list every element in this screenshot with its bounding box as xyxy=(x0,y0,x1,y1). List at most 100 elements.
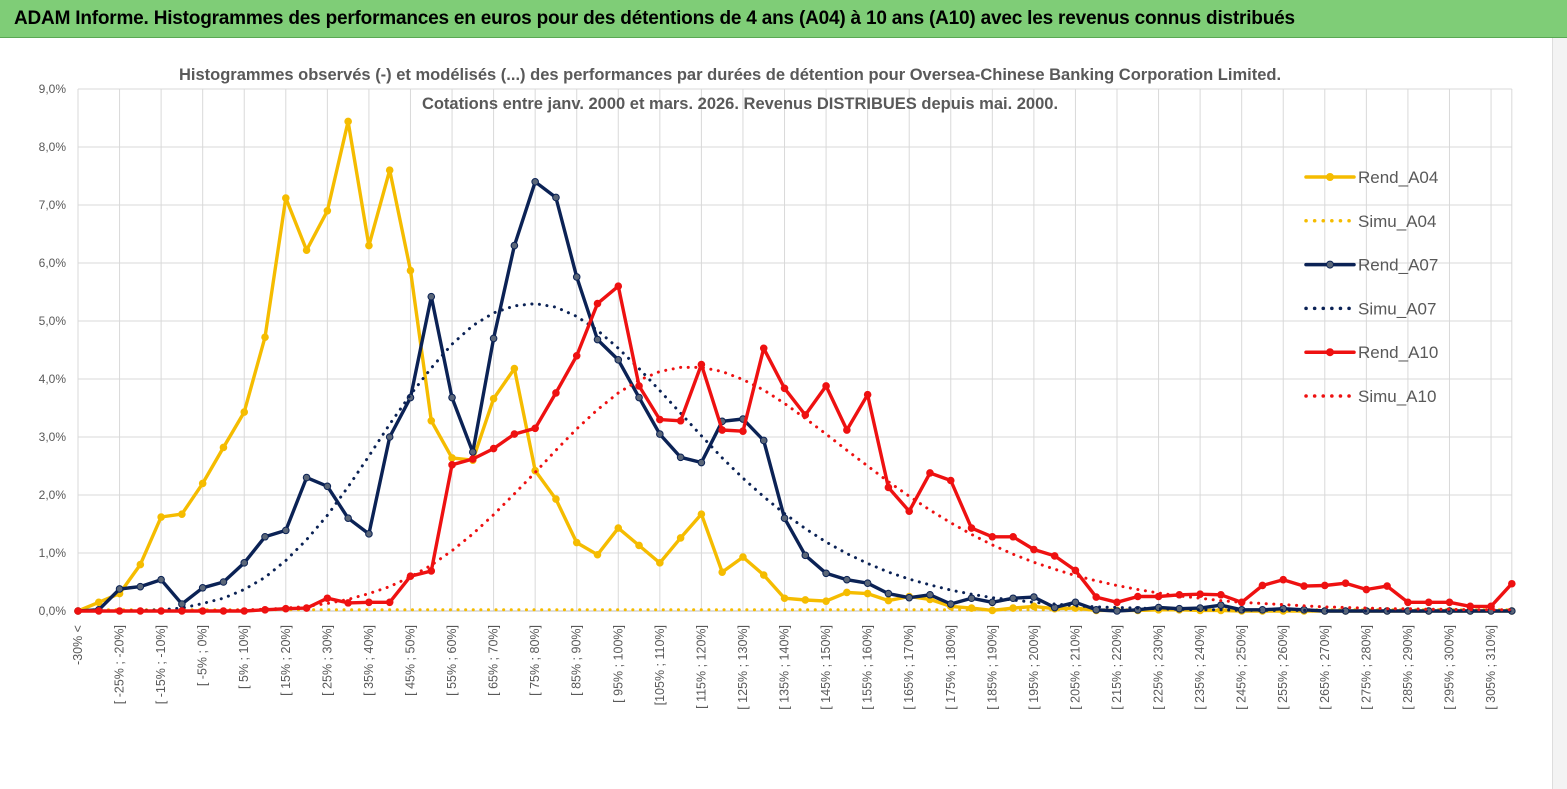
x-tick-label: [ 35% ; 40%] xyxy=(362,625,376,696)
data-point-rend-a10 xyxy=(552,389,560,397)
data-point-rend-a04 xyxy=(843,588,851,597)
x-tick-label: [ -5% ; 0%] xyxy=(196,625,210,686)
y-tick-label: 7,0% xyxy=(39,198,67,212)
x-tick-label: [ 165% ; 170%] xyxy=(902,625,916,710)
data-point-rend-a07 xyxy=(219,578,228,586)
data-point-rend-a04 xyxy=(385,166,394,174)
data-point-rend-a10 xyxy=(1362,585,1371,594)
x-tick-label: [ 195% ; 200%] xyxy=(1027,625,1041,710)
data-point-rend-a10 xyxy=(448,461,456,469)
data-point-rend-a10 xyxy=(344,599,352,607)
y-tick-label: 6,0% xyxy=(39,256,67,270)
data-point-rend-a10 xyxy=(572,352,581,360)
data-point-rend-a04 xyxy=(635,541,643,550)
data-point-rend-a04 xyxy=(718,568,726,576)
data-point-rend-a10 xyxy=(967,524,976,532)
x-tick-label: [ 145% ; 150%] xyxy=(819,625,833,710)
data-point-rend-a10 xyxy=(1009,532,1017,541)
y-tick-label: 5,0% xyxy=(39,314,67,328)
x-tick-label: [ 215% ; 220%] xyxy=(1110,625,1124,710)
x-tick-label: [ 25% ; 30%] xyxy=(320,625,334,696)
data-point-rend-a04 xyxy=(282,194,290,202)
data-point-rend-a10 xyxy=(1196,590,1204,598)
x-tick-label: [ 155% ; 160%] xyxy=(861,625,875,710)
data-point-rend-a07 xyxy=(988,598,997,607)
data-point-rend-a10 xyxy=(1113,598,1121,607)
data-point-rend-a04 xyxy=(967,604,976,612)
data-point-rend-a04 xyxy=(510,364,519,373)
legend-marker xyxy=(1326,260,1334,269)
data-point-rend-a04 xyxy=(157,513,165,521)
y-tick-label: 0,0% xyxy=(39,604,67,618)
legend-label: Rend_A07 xyxy=(1358,256,1438,275)
x-tick-label: [ 185% ; 190%] xyxy=(985,625,999,710)
legend-label: Simu_A10 xyxy=(1358,387,1436,406)
data-point-rend-a04 xyxy=(448,454,456,462)
x-tick-label: [ 245% ; 250%] xyxy=(1235,625,1249,710)
y-tick-label: 4,0% xyxy=(39,372,67,386)
data-point-rend-a07 xyxy=(676,453,685,462)
series-line-simu-a10 xyxy=(76,365,1514,613)
data-point-rend-a04 xyxy=(489,394,498,403)
data-point-rend-a04 xyxy=(344,117,352,126)
data-point-rend-a04 xyxy=(759,571,768,579)
x-tick-label: [ 285% ; 290%] xyxy=(1401,625,1415,710)
data-point-rend-a04 xyxy=(697,510,706,518)
data-point-rend-a07 xyxy=(863,579,872,587)
data-point-rend-a10 xyxy=(884,483,893,492)
data-point-rend-a07 xyxy=(1113,607,1121,615)
x-tick-label: [ 15% ; 20%] xyxy=(279,625,293,696)
data-point-rend-a07 xyxy=(635,393,643,402)
data-point-rend-a07 xyxy=(946,600,955,608)
data-point-rend-a07 xyxy=(801,551,810,560)
data-point-rend-a07 xyxy=(1092,606,1101,614)
data-point-rend-a10 xyxy=(843,426,851,434)
data-point-rend-a07 xyxy=(552,193,560,202)
data-point-rend-a10 xyxy=(676,416,685,425)
data-point-rend-a10 xyxy=(469,455,477,463)
data-point-rend-a10 xyxy=(1487,602,1495,611)
legend-label: Rend_A10 xyxy=(1358,343,1438,362)
data-point-rend-a04 xyxy=(198,479,207,488)
data-point-rend-a10 xyxy=(489,444,498,453)
data-point-rend-a07 xyxy=(614,356,623,364)
data-point-rend-a07 xyxy=(1071,598,1080,607)
data-point-rend-a07 xyxy=(1030,593,1038,601)
data-point-rend-a07 xyxy=(489,334,498,343)
data-point-rend-a07 xyxy=(323,482,332,491)
data-point-rend-a04 xyxy=(614,524,623,532)
header-banner: ADAM Informe. Histogrammes des performan… xyxy=(0,0,1567,38)
legend-marker xyxy=(1326,173,1334,181)
data-point-rend-a10 xyxy=(1404,598,1412,607)
legend-marker xyxy=(1326,348,1334,357)
data-point-rend-a10 xyxy=(988,532,997,541)
data-point-rend-a07 xyxy=(385,433,394,441)
data-point-rend-a04 xyxy=(136,560,145,569)
page-title: ADAM Informe. Histogrammes des performan… xyxy=(14,8,1295,29)
window-edge xyxy=(1552,38,1567,789)
data-point-rend-a04 xyxy=(323,207,332,215)
data-point-rend-a04 xyxy=(656,559,664,567)
data-point-rend-a07 xyxy=(261,532,269,541)
data-point-rend-a07 xyxy=(967,594,976,603)
data-point-rend-a07 xyxy=(469,448,477,456)
data-point-rend-a10 xyxy=(323,594,332,603)
data-point-rend-a07 xyxy=(282,526,290,535)
data-point-rend-a04 xyxy=(739,553,747,561)
legend-label: Simu_A04 xyxy=(1358,212,1436,231)
data-point-rend-a07 xyxy=(843,575,851,584)
x-tick-label: [ 85% ; 90%] xyxy=(570,625,584,696)
data-point-rend-a07 xyxy=(1175,604,1184,613)
data-point-rend-a10 xyxy=(614,282,623,290)
data-point-rend-a07 xyxy=(448,393,456,402)
data-point-rend-a07 xyxy=(115,585,124,593)
data-point-rend-a10 xyxy=(593,299,602,308)
data-point-rend-a04 xyxy=(302,246,311,255)
series-line-simu-a07 xyxy=(76,302,1514,613)
data-point-rend-a04 xyxy=(261,333,269,342)
data-point-rend-a10 xyxy=(697,360,706,369)
data-point-rend-a04 xyxy=(676,534,685,542)
performance-histogram-chart: 0,0% 1,0% 2,0% 3,0% 4,0% 5,0% 6,0% 7,0% 8,0% 9,0%… xyxy=(39,66,1516,710)
y-tick-label: 8,0% xyxy=(39,140,67,154)
data-point-rend-a10 xyxy=(1133,592,1142,601)
